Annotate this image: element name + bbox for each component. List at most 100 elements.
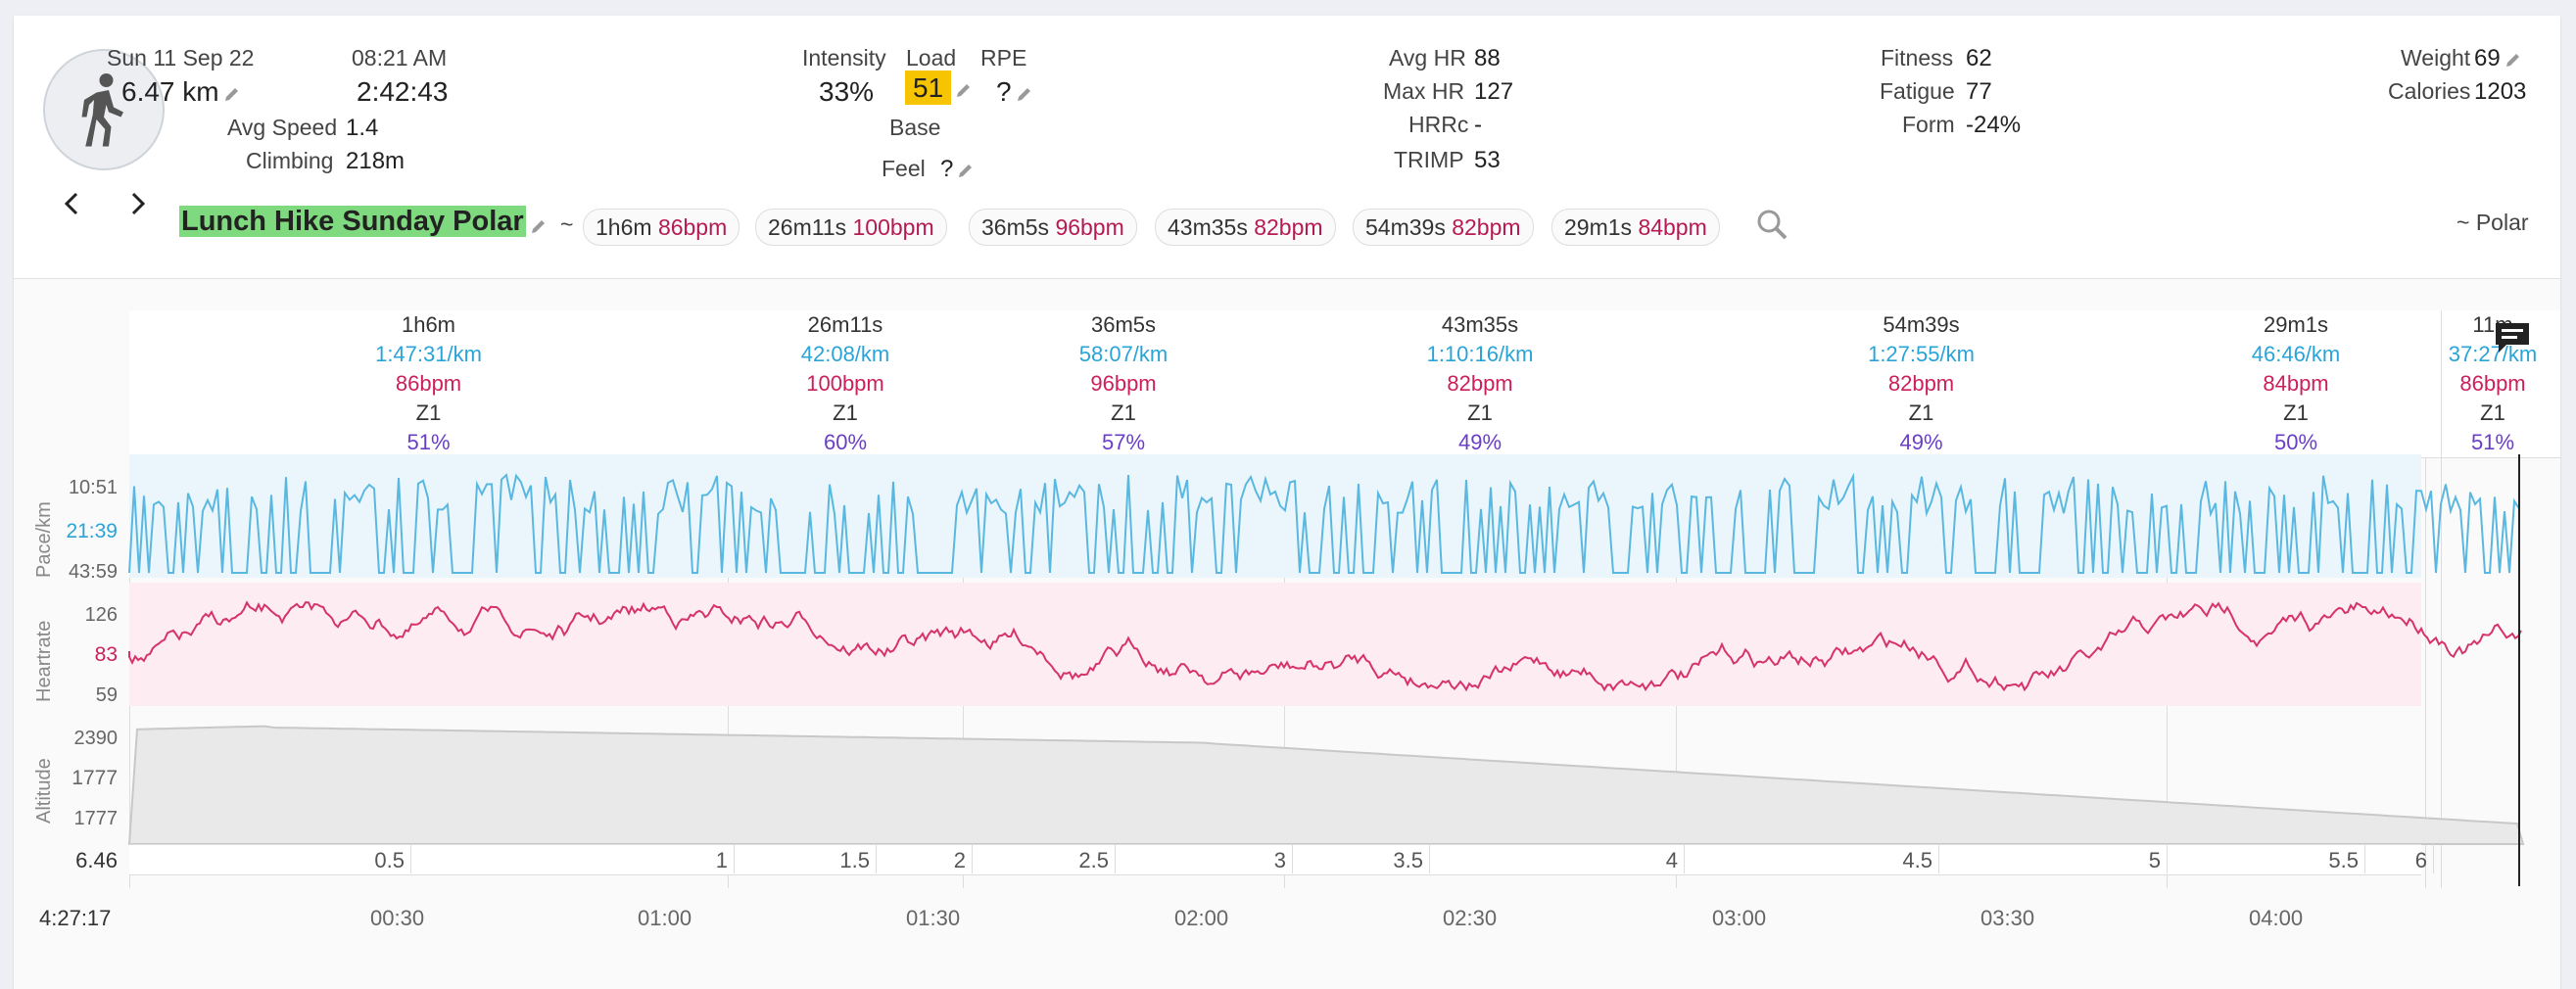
distance-tick-line bbox=[2364, 844, 2365, 873]
interval-summary[interactable]: 54m39s 1:27:55/km 82bpm Z1 49% bbox=[1676, 310, 2167, 458]
interval-dur: 29m1s bbox=[2263, 312, 2329, 337]
next-activity-button[interactable] bbox=[118, 184, 157, 223]
distance-tick: 1.5 bbox=[839, 848, 870, 872]
rpe-value[interactable]: ? bbox=[996, 76, 1033, 108]
form-value: -24% bbox=[1966, 112, 2022, 138]
heartrate-tick: 83 bbox=[94, 643, 118, 666]
interval-hr: 86bpm bbox=[395, 371, 462, 396]
interval-summary[interactable]: 1h6m 1:47:31/km 86bpm Z1 51% bbox=[129, 310, 728, 458]
avg-hr-value: 88 bbox=[1474, 45, 1501, 71]
distance-tick: 2 bbox=[953, 848, 966, 872]
fitness-label: Fitness bbox=[1881, 45, 1954, 71]
activity-header: Sun 11 Sep 22 08:21 AM 6.47 km 2:42:43 A… bbox=[14, 16, 2560, 279]
activity-start-time: 08:21 AM bbox=[352, 45, 448, 71]
edit-pencil-icon[interactable] bbox=[1016, 85, 1033, 103]
altitude-tick: 2390 bbox=[73, 728, 119, 749]
interval-summary[interactable]: 36m5s 58:07/km 96bpm Z1 57% bbox=[963, 310, 1284, 458]
interval-summary[interactable]: 43m35s 1:10:16/km 82bpm Z1 49% bbox=[1284, 310, 1676, 458]
load-value[interactable]: 51 bbox=[905, 71, 973, 105]
distance-tick: 4.5 bbox=[1902, 848, 1932, 872]
interval-summary[interactable]: 26m11s 42:08/km 100bpm Z1 60% bbox=[728, 310, 963, 458]
distance-tick: 0.5 bbox=[374, 848, 405, 872]
distance-tick-line bbox=[1429, 844, 1430, 873]
heartrate-trace bbox=[128, 600, 2522, 692]
time-tick: 03:30 bbox=[1980, 906, 2035, 930]
feel-value[interactable]: ? bbox=[940, 156, 975, 183]
distance-tick-line bbox=[972, 844, 973, 873]
time-tick: 02:30 bbox=[1443, 906, 1498, 930]
distance-tick-line bbox=[1938, 844, 1939, 873]
interval-dur: 1h6m bbox=[401, 312, 456, 337]
fitness-value: 62 bbox=[1966, 45, 1992, 71]
interval-hr: 86bpm bbox=[2459, 371, 2526, 396]
time-tick: 01:30 bbox=[906, 906, 961, 930]
avg-speed-value: 1.4 bbox=[346, 115, 379, 141]
hrrc-label: HRRc bbox=[1408, 112, 1469, 137]
interval-hr: 82bpm bbox=[1447, 371, 1513, 396]
activity-title[interactable]: Lunch Hike Sunday Polar bbox=[179, 206, 548, 238]
climbing-value: 218m bbox=[346, 148, 405, 174]
interval-divider bbox=[2425, 310, 2426, 888]
time-tick: 02:00 bbox=[1174, 906, 1229, 930]
trimp-label: TRIMP bbox=[1394, 147, 1464, 172]
walking-person-icon bbox=[81, 73, 123, 147]
avg-hr-label: Avg HR bbox=[1389, 45, 1466, 71]
interval-pace: 1:47:31/km bbox=[375, 342, 482, 366]
activity-traces[interactable] bbox=[14, 279, 2560, 989]
interval-zone: Z1 bbox=[833, 400, 858, 425]
interval-chip[interactable]: 1h6m 86bpm bbox=[583, 209, 740, 246]
interval-chip[interactable]: 36m5s 96bpm bbox=[969, 209, 1137, 246]
interval-pct: 50% bbox=[2273, 430, 2318, 454]
activity-type-avatar[interactable] bbox=[43, 49, 165, 170]
distance-tick-line bbox=[734, 844, 735, 873]
heartrate-area-fill bbox=[129, 583, 2421, 706]
interval-hr: 82bpm bbox=[1887, 371, 1955, 396]
edit-pencil-icon[interactable] bbox=[955, 81, 973, 99]
climbing-label: Climbing bbox=[246, 148, 334, 173]
interval-summary[interactable]: 11m 37:27/km 86bpm Z1 51% bbox=[2425, 310, 2560, 458]
activity-date: Sun 11 Sep 22 bbox=[107, 45, 255, 71]
interval-zone: Z1 bbox=[2283, 400, 2309, 425]
interval-pace: 46:46/km bbox=[2251, 342, 2341, 366]
distance-tick: 3.5 bbox=[1393, 848, 1423, 872]
distance-tick-line bbox=[876, 844, 877, 873]
load-label: Load bbox=[906, 45, 957, 71]
activity-chart-area[interactable]: 1h6m 1:47:31/km 86bpm Z1 51% 26m11s 42:08/km 10… bbox=[14, 279, 2560, 989]
max-hr-label: Max HR bbox=[1383, 78, 1465, 104]
avg-speed-label: Avg Speed bbox=[227, 115, 338, 140]
title-tilde: ~ bbox=[560, 212, 574, 237]
time-tick: 03:00 bbox=[1712, 906, 1767, 930]
interval-summary[interactable]: 29m1s 46:46/km 84bpm Z1 50% bbox=[2167, 310, 2425, 458]
interval-pace: 58:07/km bbox=[1078, 342, 1169, 366]
altitude-trace bbox=[127, 725, 2525, 845]
interval-pct: 49% bbox=[1899, 430, 1943, 454]
previous-activity-button[interactable] bbox=[53, 184, 92, 223]
interval-chip[interactable]: 26m11s 100bpm bbox=[755, 209, 947, 246]
chevron-left-icon bbox=[64, 192, 78, 215]
interval-divider bbox=[2441, 310, 2442, 888]
distance-tick-line bbox=[410, 844, 411, 873]
comments-button[interactable] bbox=[2493, 320, 2532, 360]
edit-pencil-icon[interactable] bbox=[957, 162, 975, 179]
pace-area-fill bbox=[129, 454, 2421, 578]
feel-label: Feel bbox=[882, 156, 926, 181]
pace-trace bbox=[128, 472, 2520, 574]
edit-pencil-icon[interactable] bbox=[223, 85, 241, 103]
weight-value[interactable]: 69 bbox=[2474, 45, 2522, 72]
activity-distance[interactable]: 6.47 km bbox=[121, 76, 241, 108]
search-intervals-button[interactable] bbox=[1755, 208, 1789, 246]
heartrate-tick: 59 bbox=[95, 684, 118, 706]
interval-pace: 1:10:16/km bbox=[1426, 342, 1534, 366]
interval-pct: 51% bbox=[2470, 430, 2515, 454]
edit-pencil-icon[interactable] bbox=[2504, 51, 2522, 69]
interval-chip[interactable]: 29m1s 84bpm bbox=[1551, 209, 1720, 246]
interval-dur: 54m39s bbox=[1883, 312, 1960, 337]
total-distance: 6.46 bbox=[75, 848, 118, 872]
interval-hr: 84bpm bbox=[2263, 371, 2329, 396]
edit-pencil-icon[interactable] bbox=[530, 217, 548, 235]
interval-chip[interactable]: 43m35s 82bpm bbox=[1155, 209, 1336, 246]
altitude-tick: 1777 bbox=[73, 808, 119, 829]
distance-tick-line bbox=[1684, 844, 1685, 873]
interval-chip[interactable]: 54m39s 82bpm bbox=[1353, 209, 1534, 246]
pace-tick: 43:59 bbox=[68, 561, 118, 583]
